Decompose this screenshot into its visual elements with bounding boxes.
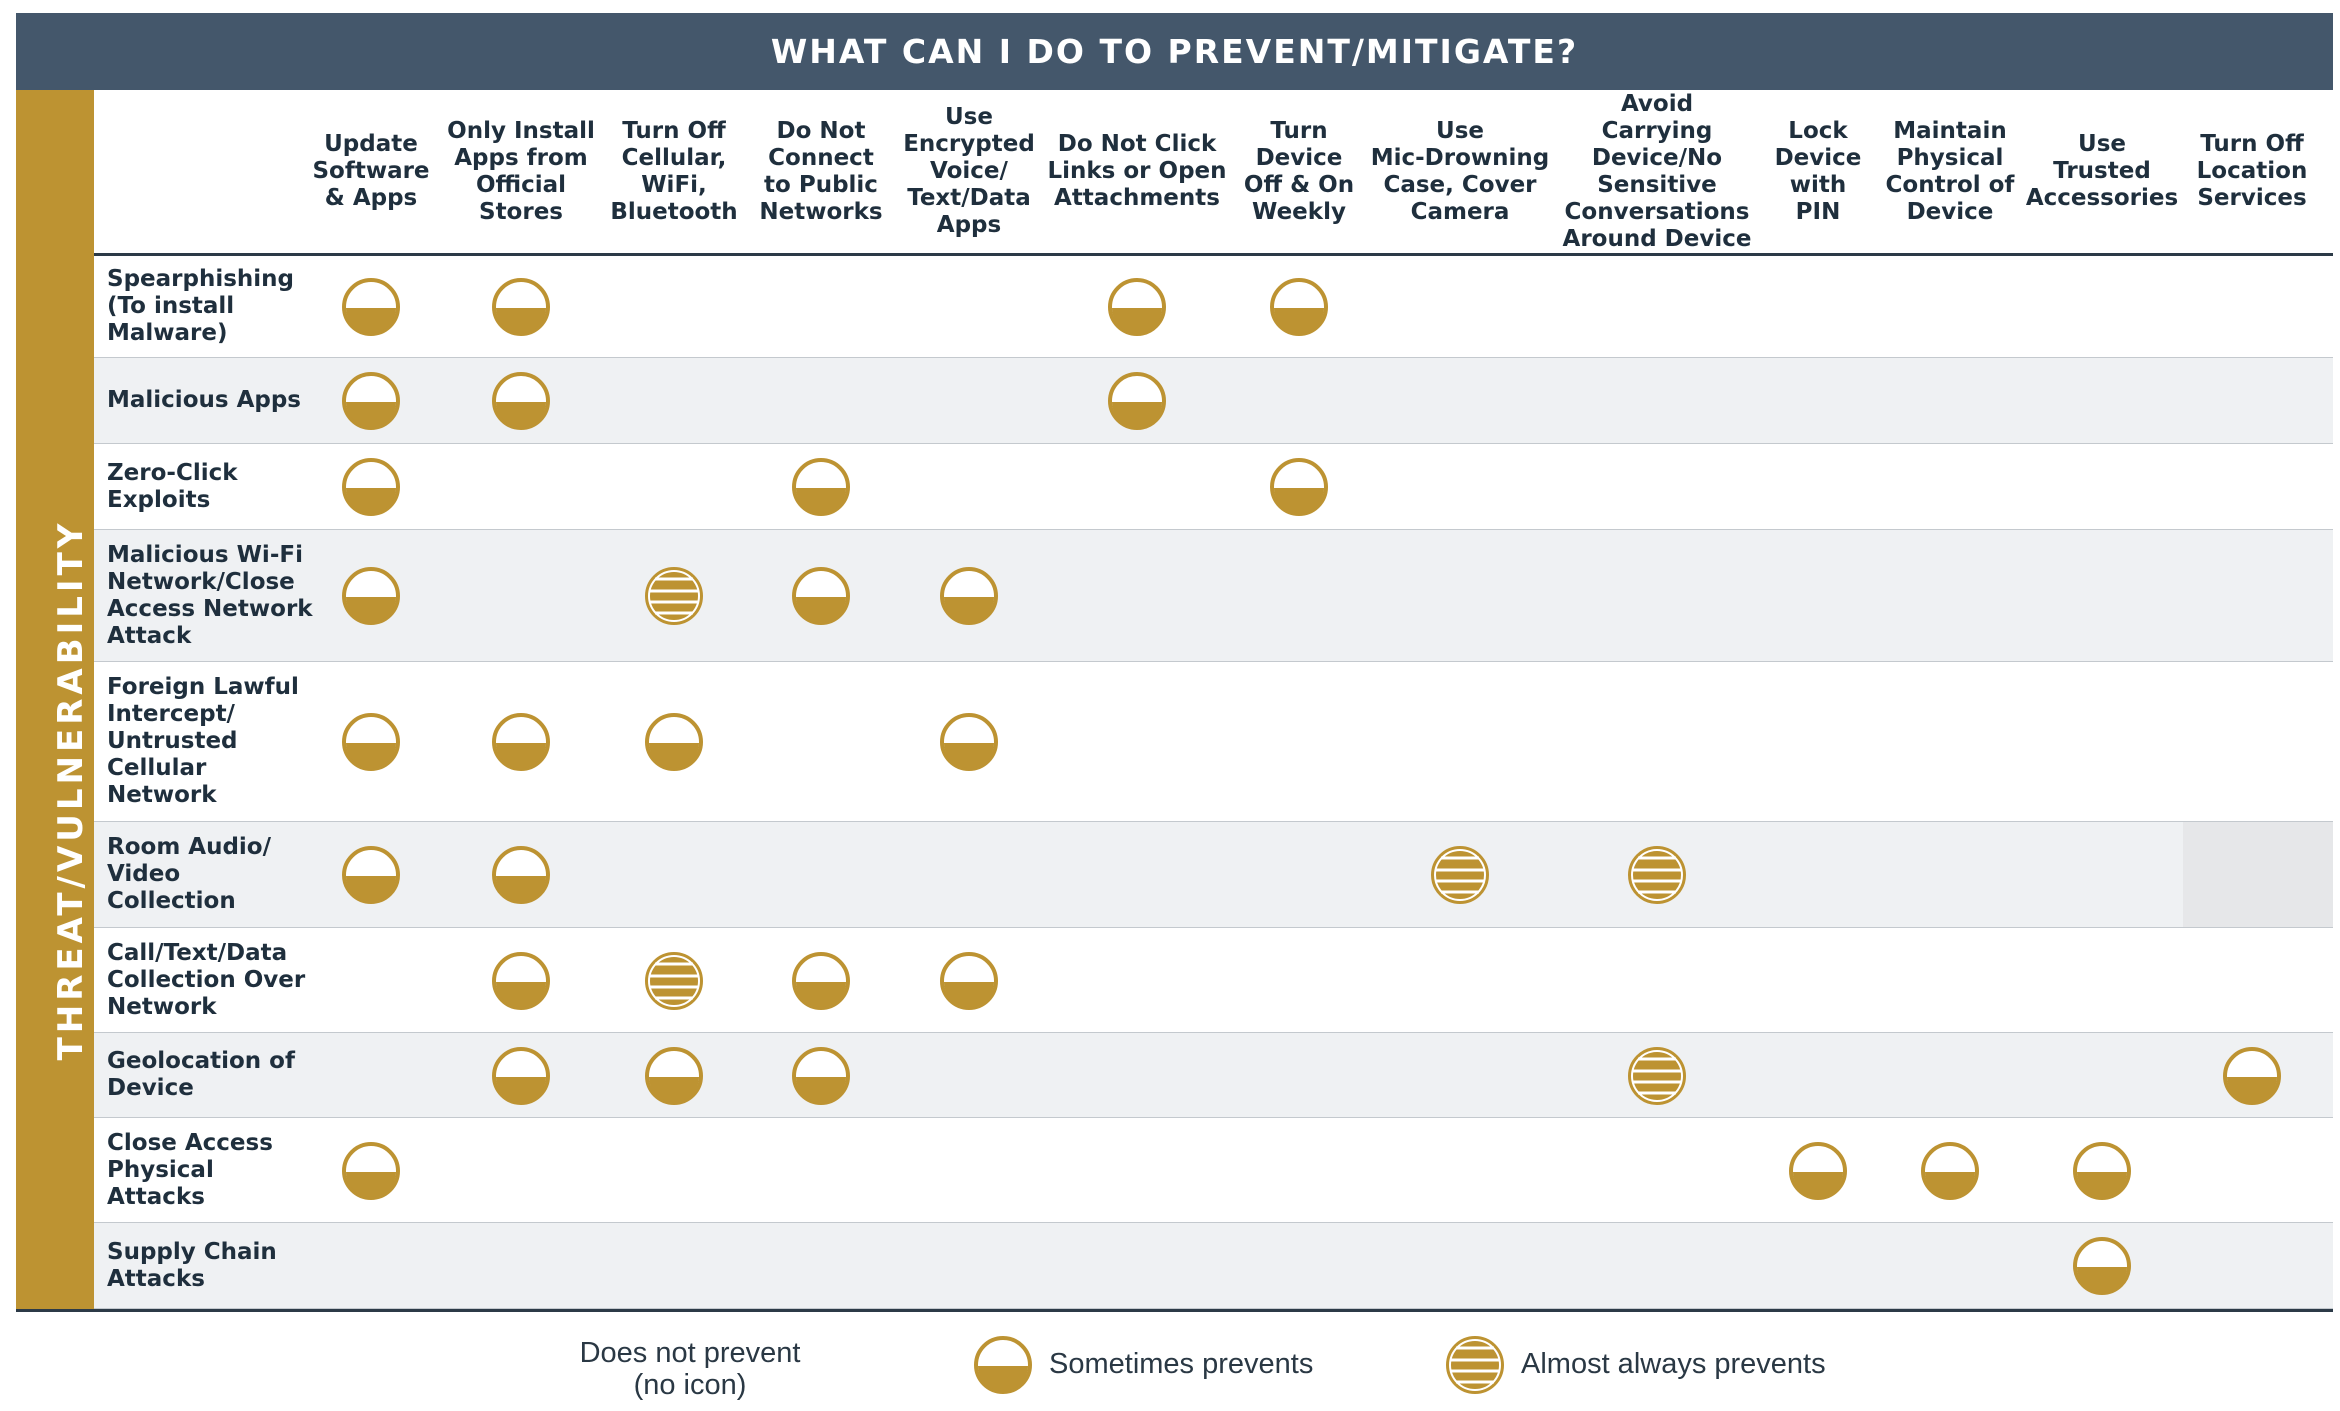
almost-always-prevents-icon <box>645 951 703 1010</box>
sometimes-prevents-icon <box>492 372 550 430</box>
column-header: Only Install Apps from Official Stores <box>447 117 595 225</box>
almost-always-prevents-icon <box>1446 1336 1504 1394</box>
sometimes-prevents-icon <box>342 713 400 771</box>
row-label: Spearphishing (To install Malware) <box>107 266 294 346</box>
sometimes-prevents-icon <box>342 278 400 336</box>
sometimes-prevents-icon <box>940 713 998 771</box>
column-header: Turn Off Location Services <box>2196 131 2308 211</box>
sometimes-prevents-icon <box>645 713 703 771</box>
threat-sidebar: THREAT/VULNERABILITY <box>16 90 94 1311</box>
sometimes-prevents-icon <box>645 1046 703 1105</box>
column-header: Use Mic-Drowning Case, Cover Camera <box>1370 117 1550 225</box>
page-title: WHAT CAN I DO TO PREVENT/MITIGATE? <box>16 13 2333 90</box>
table-row: Call/Text/Data Collection Over Network <box>94 928 2333 1033</box>
column-header: Use Encrypted Voice/ Text/Data Apps <box>903 104 1035 238</box>
sometimes-prevents-icon <box>1108 278 1166 336</box>
sometimes-prevents-icon <box>792 567 850 625</box>
sometimes-prevents-icon <box>342 567 400 625</box>
column-header: Turn Device Off & On Weekly <box>1243 117 1355 225</box>
sometimes-prevents-icon <box>342 846 400 904</box>
sometimes-prevents-icon <box>2073 1237 2131 1295</box>
table-row: Zero-Click Exploits <box>94 444 2333 530</box>
table-row: Close Access Physical Attacks <box>94 1118 2333 1223</box>
sometimes-prevents-icon <box>342 458 400 516</box>
legend-sometimes-label: Sometimes prevents <box>1049 1348 1314 1380</box>
sometimes-prevents-icon <box>974 1336 1032 1394</box>
shaded-cell <box>2183 822 2333 927</box>
almost-always-prevents-icon <box>645 567 703 625</box>
sidebar-label: THREAT/VULNERABILITY <box>51 519 91 1061</box>
legend-none-label: Does not prevent (no icon) <box>579 1337 801 1401</box>
row-label: Room Audio/ Video Collection <box>107 834 272 914</box>
column-header: Avoid Carrying Device/No Sensitive Conve… <box>1562 90 1752 252</box>
sometimes-prevents-icon <box>940 951 998 1010</box>
table-row: Malicious Wi-Fi Network/Close Access Net… <box>94 530 2333 662</box>
sometimes-prevents-icon <box>342 1141 400 1200</box>
table-row: Spearphishing (To install Malware) <box>94 256 2333 358</box>
almost-always-prevents-icon <box>1431 846 1489 904</box>
header-divider <box>94 253 2333 256</box>
table-row: Supply Chain Attacks <box>94 1223 2333 1309</box>
column-header: Lock Device with PIN <box>1774 117 1862 225</box>
sometimes-prevents-icon <box>940 567 998 625</box>
row-label: Geolocation of Device <box>107 1048 295 1101</box>
table-row: Geolocation of Device <box>94 1033 2333 1118</box>
column-header: Update Software & Apps <box>312 131 430 211</box>
sometimes-prevents-icon <box>1789 1141 1847 1200</box>
sometimes-prevents-icon <box>492 846 550 904</box>
sometimes-prevents-icon <box>492 278 550 336</box>
sometimes-prevents-icon <box>1270 458 1328 516</box>
sometimes-prevents-icon <box>1108 372 1166 430</box>
sometimes-prevents-icon <box>1270 278 1328 336</box>
table-row: Malicious Apps <box>94 358 2333 444</box>
row-label: Malicious Apps <box>107 387 301 413</box>
column-header: Turn Off Cellular, WiFi, Bluetooth <box>610 117 738 225</box>
row-label: Close Access Physical Attacks <box>107 1129 273 1210</box>
row-label: Zero-Click Exploits <box>107 459 238 513</box>
column-header: Maintain Physical Control of Device <box>1885 117 2015 225</box>
column-header: Do Not Connect to Public Networks <box>759 117 883 225</box>
almost-always-prevents-icon <box>1628 846 1686 904</box>
row-label: Call/Text/Data Collection Over Network <box>107 939 306 1020</box>
sometimes-prevents-icon <box>792 1046 850 1105</box>
table-row: Room Audio/ Video Collection <box>94 822 2333 928</box>
sometimes-prevents-icon <box>492 1046 550 1105</box>
sometimes-prevents-icon <box>492 713 550 771</box>
column-header: Use Trusted Accessories <box>2025 131 2179 211</box>
sometimes-prevents-icon <box>792 951 850 1010</box>
legend-almost-always-label: Almost always prevents <box>1521 1348 1826 1380</box>
row-label: Supply Chain Attacks <box>107 1238 277 1292</box>
sometimes-prevents-icon <box>1921 1141 1979 1200</box>
sometimes-prevents-icon <box>342 372 400 430</box>
table-row: Foreign Lawful Intercept/ Untrusted Cell… <box>94 662 2333 822</box>
bottom-divider <box>16 1309 2333 1312</box>
sometimes-prevents-icon <box>2073 1141 2131 1200</box>
almost-always-prevents-icon <box>1628 1046 1686 1105</box>
mitigation-matrix: Update Software & Apps Only Install Apps … <box>94 90 2333 1311</box>
row-label: Foreign Lawful Intercept/ Untrusted Cell… <box>107 674 299 808</box>
sometimes-prevents-icon <box>492 951 550 1010</box>
column-header: Do Not Click Links or Open Attachments <box>1047 131 1227 211</box>
sometimes-prevents-icon <box>792 458 850 516</box>
row-label: Malicious Wi-Fi Network/Close Access Net… <box>107 541 313 649</box>
sometimes-prevents-icon <box>2223 1046 2281 1105</box>
